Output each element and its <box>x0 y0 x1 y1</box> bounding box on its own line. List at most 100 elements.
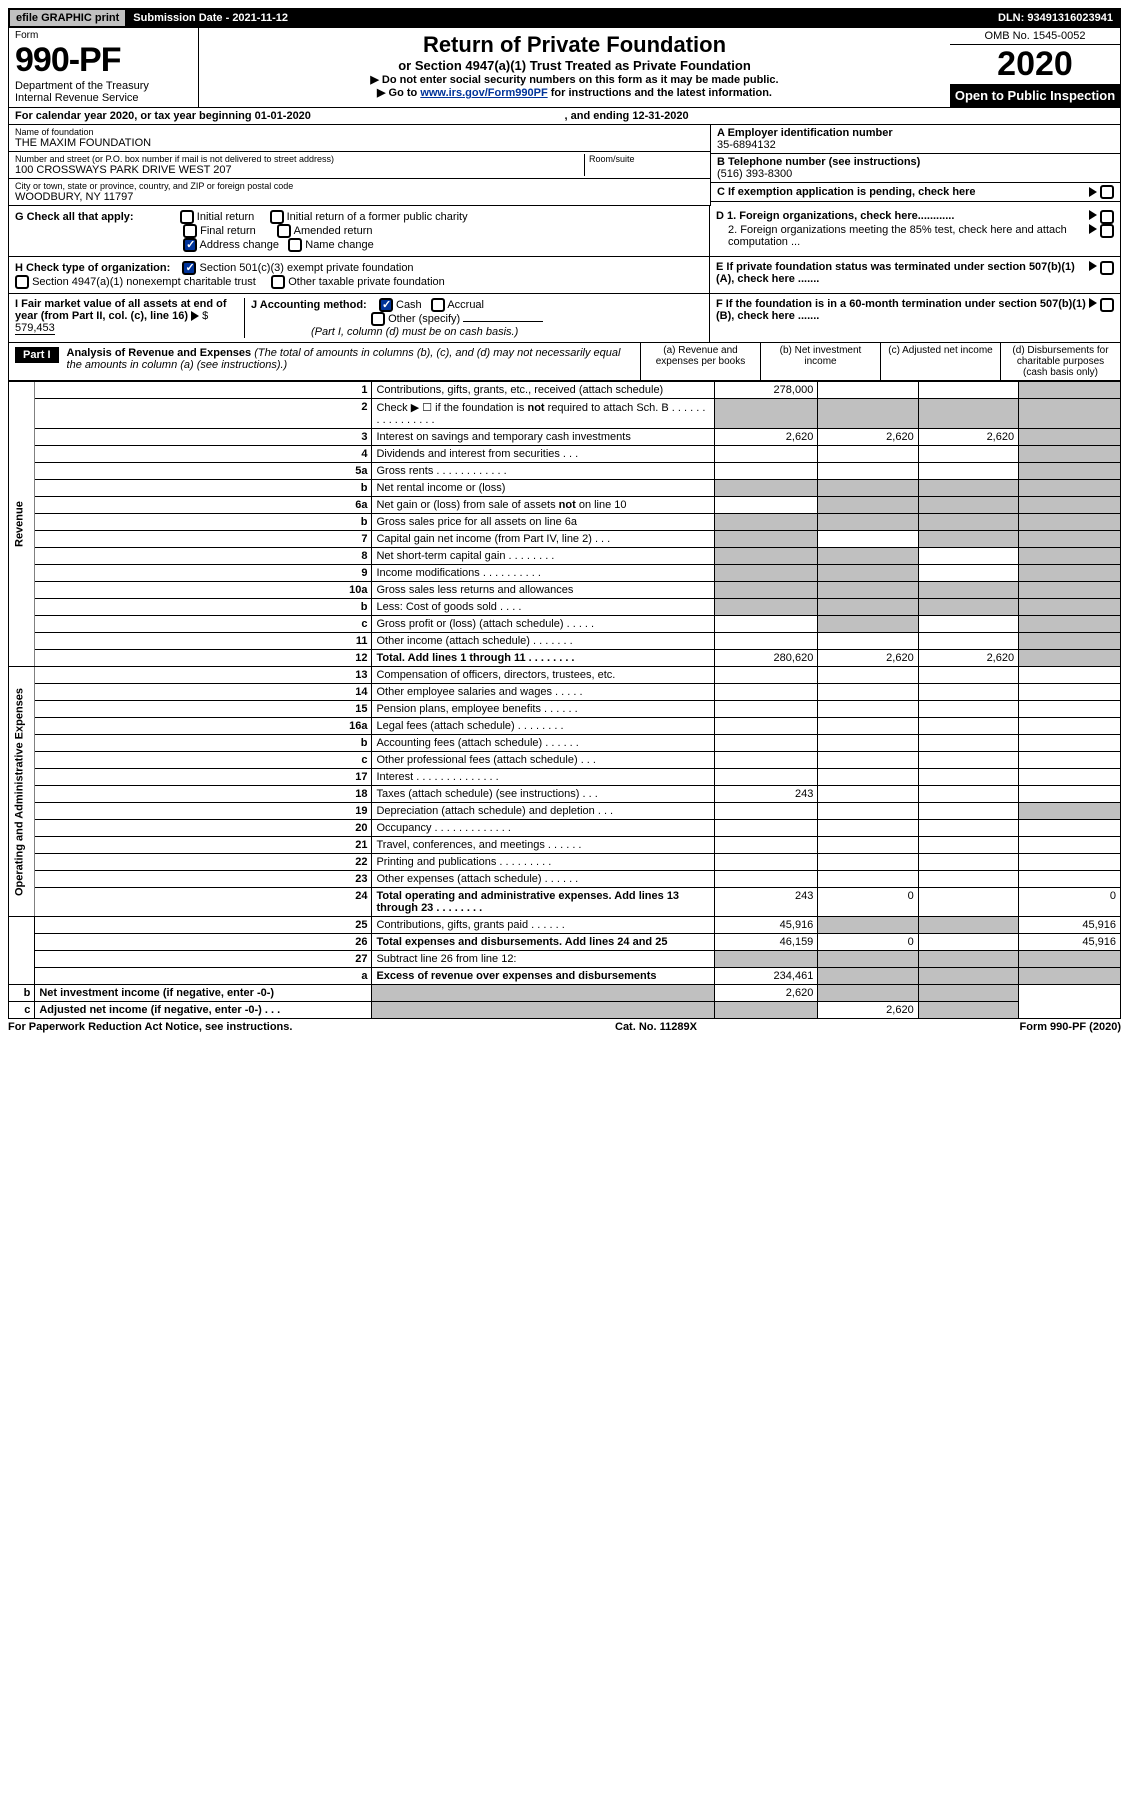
cell-a <box>372 985 715 1002</box>
h-opt2: Section 4947(a)(1) nonexempt charitable … <box>32 276 256 288</box>
cell-d <box>1019 599 1121 616</box>
cell-a <box>715 399 818 429</box>
cell-c <box>918 701 1018 718</box>
cell-d <box>918 985 1018 1002</box>
row-desc: Dividends and interest from securities .… <box>372 446 715 463</box>
submission-date: Submission Date - 2021-11-12 <box>127 10 294 26</box>
row-number: c <box>35 616 372 633</box>
room-label: Room/suite <box>589 154 704 164</box>
cell-b <box>818 951 918 968</box>
h-other-checkbox[interactable] <box>271 275 285 289</box>
cell-d <box>1019 968 1121 985</box>
cell-c <box>918 718 1018 735</box>
arrow-icon <box>1089 261 1097 271</box>
row-desc: Pension plans, employee benefits . . . .… <box>372 701 715 718</box>
table-row: 7Capital gain net income (from Part IV, … <box>9 531 1121 548</box>
cell-d <box>1019 650 1121 667</box>
row-number: c <box>35 752 372 769</box>
f-checkbox[interactable] <box>1100 298 1114 312</box>
cell-a <box>715 480 818 497</box>
cell-d <box>1019 633 1121 650</box>
j-cash-checkbox[interactable] <box>379 298 393 312</box>
j-accrual-checkbox[interactable] <box>431 298 445 312</box>
g-d-section: G Check all that apply: Initial return I… <box>8 206 1121 257</box>
g-final-checkbox[interactable] <box>183 224 197 238</box>
foundation-address: 100 CROSSWAYS PARK DRIVE WEST 207 <box>15 164 584 176</box>
cell-d <box>1019 446 1121 463</box>
row-number: 8 <box>35 548 372 565</box>
cell-c <box>918 497 1018 514</box>
row-desc: Travel, conferences, and meetings . . . … <box>372 837 715 854</box>
cell-b <box>818 616 918 633</box>
form-label: Form <box>15 30 192 41</box>
omb-number: OMB No. 1545-0052 <box>950 28 1120 45</box>
cell-c <box>918 951 1018 968</box>
cell-b <box>818 531 918 548</box>
part1-label: Part I <box>15 347 59 363</box>
row-desc: Printing and publications . . . . . . . … <box>372 854 715 871</box>
cell-b <box>818 718 918 735</box>
cell-c <box>818 985 918 1002</box>
row-desc: Other professional fees (attach schedule… <box>372 752 715 769</box>
cell-d <box>1019 480 1121 497</box>
j-cash: Cash <box>396 299 422 311</box>
row-number: 1 <box>35 382 372 399</box>
cell-a <box>715 820 818 837</box>
cell-a: 46,159 <box>715 934 818 951</box>
c-checkbox[interactable] <box>1100 185 1114 199</box>
cell-c <box>918 786 1018 803</box>
g-address-checkbox[interactable] <box>183 238 197 252</box>
d1-checkbox[interactable] <box>1100 210 1114 224</box>
top-bar: efile GRAPHIC print Submission Date - 20… <box>8 8 1121 28</box>
part1-title: Analysis of Revenue and Expenses <box>67 347 252 359</box>
table-row: 20Occupancy . . . . . . . . . . . . . <box>9 820 1121 837</box>
cell-b <box>818 752 918 769</box>
row-number: 6a <box>35 497 372 514</box>
g-initial-former-checkbox[interactable] <box>270 210 284 224</box>
row-number: 27 <box>35 951 372 968</box>
cell-c <box>918 382 1018 399</box>
table-row: 26Total expenses and disbursements. Add … <box>9 934 1121 951</box>
h-501c3-checkbox[interactable] <box>182 261 196 275</box>
cell-a <box>715 531 818 548</box>
cell-b <box>818 548 918 565</box>
table-row: 11Other income (attach schedule) . . . .… <box>9 633 1121 650</box>
table-row: 8Net short-term capital gain . . . . . .… <box>9 548 1121 565</box>
row-desc: Occupancy . . . . . . . . . . . . . <box>372 820 715 837</box>
row-desc: Net rental income or (loss) <box>372 480 715 497</box>
g-amended-checkbox[interactable] <box>277 224 291 238</box>
cell-a <box>715 565 818 582</box>
cell-d <box>1019 752 1121 769</box>
h-label: H Check type of organization: <box>15 262 170 274</box>
j-other-checkbox[interactable] <box>371 312 385 326</box>
cell-d <box>1019 837 1121 854</box>
cell-d <box>1019 718 1121 735</box>
table-row: 3Interest on savings and temporary cash … <box>9 429 1121 446</box>
cell-a <box>715 701 818 718</box>
efile-button[interactable]: efile GRAPHIC print <box>10 10 127 26</box>
g-name-checkbox[interactable] <box>288 238 302 252</box>
cell-d <box>1019 531 1121 548</box>
cell-a: 243 <box>715 888 818 917</box>
table-row: 14Other employee salaries and wages . . … <box>9 684 1121 701</box>
revenue-label: Revenue <box>9 382 35 667</box>
f-label: F If the foundation is in a 60-month ter… <box>716 298 1089 338</box>
d2-checkbox[interactable] <box>1100 224 1114 238</box>
cell-a <box>715 951 818 968</box>
row-number: b <box>9 985 35 1002</box>
row-number: 18 <box>35 786 372 803</box>
cell-a: 2,620 <box>715 429 818 446</box>
cell-a <box>715 735 818 752</box>
cell-b <box>818 599 918 616</box>
irs-link[interactable]: www.irs.gov/Form990PF <box>420 87 547 99</box>
row-desc: Other employee salaries and wages . . . … <box>372 684 715 701</box>
row-desc: Subtract line 26 from line 12: <box>372 951 715 968</box>
row-desc: Gross profit or (loss) (attach schedule)… <box>372 616 715 633</box>
tax-year: 2020 <box>950 45 1120 84</box>
h-4947-checkbox[interactable] <box>15 275 29 289</box>
j-note: (Part I, column (d) must be on cash basi… <box>251 326 518 338</box>
cell-d <box>1019 803 1121 820</box>
e-checkbox[interactable] <box>1100 261 1114 275</box>
row-number: 26 <box>35 934 372 951</box>
g-initial-checkbox[interactable] <box>180 210 194 224</box>
